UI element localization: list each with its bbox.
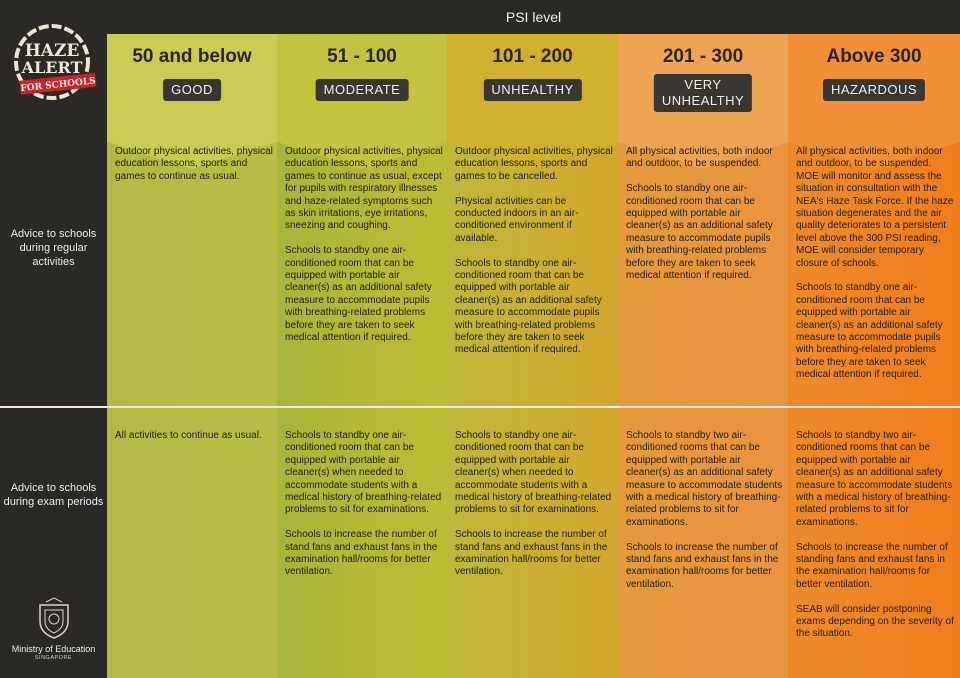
advice-paragraph: Schools to standby one air-conditioned r…: [796, 282, 943, 381]
ministry-name: Ministry of Education: [11, 644, 96, 654]
chevron-down-icon: [447, 134, 618, 169]
chevron-down-icon: [277, 134, 447, 169]
advice-exam-unhealthy: Schools to standby one air-conditioned r…: [455, 430, 613, 591]
badge-word: UNHEALTHY: [661, 93, 745, 108]
badge-word: VERY: [684, 77, 722, 92]
advice-exam-hazardous: Schools to standby two air-conditioned r…: [796, 430, 954, 653]
chevron-down-icon: [788, 134, 960, 169]
chevron-down-icon: [107, 134, 277, 169]
advice-paragraph: SEAB will consider postponing exams depe…: [796, 603, 954, 640]
advice-paragraph: Schools to standby one air-conditioned r…: [455, 430, 612, 516]
advice-regular-hazardous: All physical activities, both indoor and…: [796, 146, 954, 394]
advice-exam-moderate: Schools to standby one air-conditioned r…: [285, 430, 443, 591]
advice-paragraph: Schools to increase the number of stand …: [285, 529, 438, 578]
status-badge-moderate: MODERATE: [315, 79, 409, 101]
advice-paragraph: Physical activities can be conducted ind…: [455, 195, 579, 244]
advice-paragraph: Outdoor physical activities, physical ed…: [455, 146, 613, 182]
advice-paragraph: Schools to increase the number of stand …: [626, 541, 779, 590]
advice-paragraph: Schools to standby two air-conditioned r…: [796, 430, 953, 528]
advice-regular-moderate: Outdoor physical activities, physical ed…: [285, 146, 443, 357]
status-badge-unhealthy: UNHEALTHY: [483, 79, 582, 101]
status-badge-good: GOOD: [163, 79, 221, 101]
psi-column-good: 50 and below GOOD Outdoor physical activit…: [107, 34, 277, 678]
advice-paragraph: Outdoor physical activities, physical ed…: [285, 146, 443, 232]
psi-range: Above 300: [826, 46, 922, 67]
advice-exam-good: All activities to continue as usual.: [115, 430, 273, 455]
advice-paragraph: Schools to standby two air-conditioned r…: [626, 430, 783, 528]
logo-alert: ALERT: [21, 58, 83, 77]
psi-range: 50 and below: [132, 46, 252, 67]
advice-paragraph: Outdoor physical activities, physical ed…: [115, 146, 273, 182]
psi-column-unhealthy: 101 - 200 UNHEALTHY Outdoor physical activ…: [447, 34, 618, 678]
psi-header-bar: [107, 0, 960, 34]
psi-range: 51 - 100: [327, 46, 397, 67]
advice-paragraph: All activities to continue as usual.: [115, 430, 262, 441]
status-badge-very-unhealthy: VERY UNHEALTHY: [653, 74, 753, 112]
row-label-exam: Advice to schools during exam periods: [3, 482, 104, 508]
advice-paragraph: Schools to increase the number of stand …: [455, 529, 608, 578]
advice-paragraph: Schools to standby one air-conditioned r…: [455, 257, 602, 356]
advice-exam-very-unhealthy: Schools to standby two air-conditioned r…: [626, 430, 784, 604]
advice-regular-good: Outdoor physical activities, physical ed…: [115, 146, 273, 196]
psi-range: 201 - 300: [662, 46, 744, 67]
advice-regular-very-unhealthy: All physical activities, both indoor and…: [626, 146, 784, 295]
advice-paragraph: Schools to standby one air-conditioned r…: [626, 183, 773, 282]
advice-paragraph: Schools to standby one air-conditioned r…: [285, 430, 442, 516]
advice-paragraph: Schools to standby one air-conditioned r…: [285, 245, 432, 344]
advice-paragraph: All physical activities, both indoor and…: [796, 146, 954, 269]
chevron-down-icon: [618, 134, 788, 169]
row-divider: [0, 406, 960, 408]
status-badge-hazardous: HAZARDOUS: [822, 79, 926, 101]
ministry-country: SINGAPORE: [34, 655, 73, 661]
moe-crest-icon: [39, 597, 69, 639]
psi-level-title: PSI level: [505, 9, 562, 25]
advice-paragraph: All physical activities, both indoor and…: [626, 146, 773, 170]
psi-column-moderate: 51 - 100 MODERATE Outdoor physical activit…: [277, 34, 447, 678]
advice-regular-unhealthy: Outdoor physical activities, physical ed…: [455, 146, 613, 369]
logo-haze: HAZE: [25, 41, 80, 61]
psi-column-very-unhealthy: 201 - 300 VERY UNHEALTHY All physical activ…: [618, 34, 788, 678]
haze-alert-logo: HAZE ALERT FOR SCHOOLS: [14, 24, 97, 100]
psi-column-hazardous: Above 300 HAZARDOUS All physical activitie…: [788, 34, 960, 678]
row-label-regular: Advice to schools during regular activit…: [10, 228, 97, 268]
psi-range: 101 - 200: [492, 46, 573, 67]
advice-paragraph: Schools to increase the number of standi…: [796, 541, 948, 590]
sidebar: [0, 0, 107, 678]
